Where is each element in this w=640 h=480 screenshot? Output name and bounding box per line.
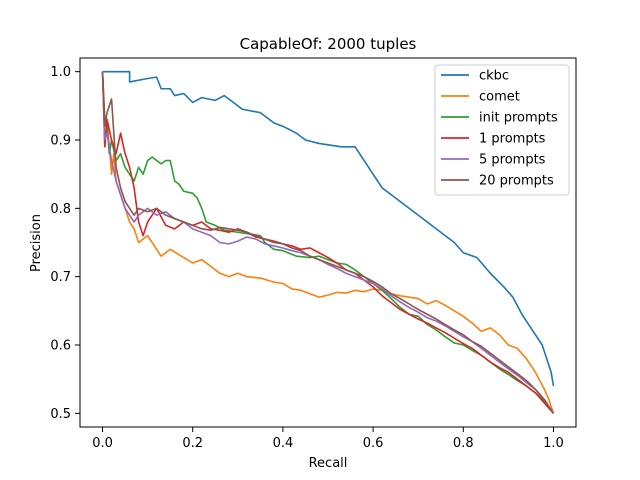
- y-tick-label: 0.7: [50, 270, 71, 285]
- y-tick-label: 0.9: [50, 134, 71, 149]
- plot-lines: [101, 70, 555, 414]
- x-tick-label: 0.0: [92, 436, 113, 451]
- x-axis-ticks: 0.0 0.2 0.4 0.6 0.8 1.0: [92, 427, 564, 451]
- plot-frame: [79, 57, 577, 428]
- y-tick-label: 0.8: [50, 202, 71, 217]
- y-axis-ticks: 0.5 0.6 0.7 0.8 0.9 1.0: [50, 65, 80, 422]
- y-tick-label: 0.6: [50, 339, 71, 354]
- x-tick-label: 0.2: [182, 436, 203, 451]
- series-line-3: [101, 71, 555, 414]
- series-line-1: [101, 71, 555, 414]
- series-line-0: [102, 70, 555, 387]
- series-line-2: [101, 71, 555, 414]
- y-tick-label: 1.0: [50, 65, 71, 80]
- y-axis-label: Precision: [29, 214, 44, 272]
- x-tick-label: 0.6: [363, 436, 384, 451]
- legend-box: [434, 64, 570, 196]
- x-axis-label: Recall: [309, 456, 348, 471]
- legend-items: ckbc comet init prompts 1 prompts 5 prompts 2…: [441, 69, 558, 189]
- x-tick-label: 1.0: [543, 436, 564, 451]
- legend-label: 1 prompts: [479, 132, 546, 147]
- legend: ckbc comet init prompts 1 prompts 5 prompts 2…: [434, 64, 570, 196]
- x-tick-label: 0.8: [453, 436, 474, 451]
- chart-title: CapableOf: 2000 tuples: [240, 35, 417, 53]
- legend-label: 20 prompts: [479, 174, 554, 189]
- legend-label: ckbc: [479, 69, 509, 84]
- series-line-5: [101, 71, 555, 414]
- legend-label: init prompts: [479, 111, 558, 126]
- x-tick-label: 0.4: [273, 436, 294, 451]
- legend-label: comet: [479, 90, 520, 105]
- y-tick-label: 0.5: [50, 407, 71, 422]
- legend-label: 5 prompts: [479, 153, 546, 168]
